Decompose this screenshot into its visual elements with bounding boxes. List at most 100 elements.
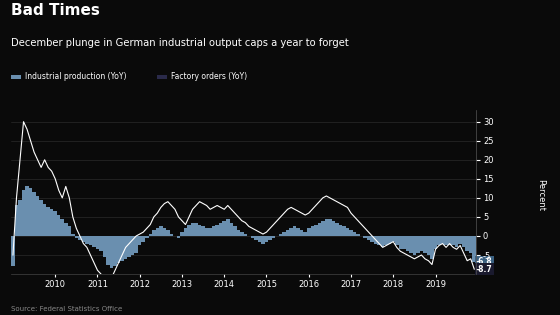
Bar	[68, 226, 71, 236]
Bar	[244, 234, 247, 236]
Bar	[258, 236, 261, 242]
Bar	[328, 219, 332, 236]
Bar	[152, 230, 156, 236]
Bar	[113, 236, 117, 266]
Bar	[451, 236, 455, 245]
Bar	[216, 225, 219, 236]
Bar	[36, 196, 39, 236]
Bar	[240, 232, 244, 236]
Bar	[46, 207, 50, 236]
Bar	[335, 223, 339, 236]
Bar	[342, 226, 346, 236]
Bar	[131, 236, 134, 255]
Bar	[170, 234, 173, 236]
Bar	[413, 236, 416, 255]
Bar	[85, 236, 88, 243]
Bar	[381, 236, 385, 247]
Bar	[53, 211, 57, 236]
Bar	[265, 236, 268, 242]
Bar	[296, 228, 300, 236]
Bar	[437, 236, 441, 245]
Bar	[409, 236, 413, 253]
Bar	[430, 236, 434, 259]
Bar	[374, 236, 377, 243]
Bar	[353, 232, 356, 236]
Bar	[349, 230, 353, 236]
Bar	[184, 228, 187, 236]
Bar	[166, 230, 170, 236]
Bar	[405, 236, 409, 251]
Bar	[346, 228, 349, 236]
Bar	[11, 236, 15, 266]
Bar	[29, 188, 32, 236]
Bar	[226, 219, 230, 236]
Text: December plunge in German industrial output caps a year to forget: December plunge in German industrial out…	[11, 38, 349, 48]
Bar	[268, 236, 272, 240]
Bar	[325, 219, 328, 236]
Bar	[332, 221, 335, 236]
Bar	[156, 228, 159, 236]
Bar	[388, 236, 391, 243]
Bar	[138, 236, 142, 245]
Bar	[363, 236, 367, 238]
Bar	[462, 236, 465, 247]
Bar	[148, 234, 152, 236]
Bar	[367, 236, 370, 240]
Text: Source: Federal Statistics Office: Source: Federal Statistics Office	[11, 306, 123, 312]
Bar	[180, 232, 184, 236]
Bar	[314, 225, 318, 236]
Text: -8.7: -8.7	[476, 265, 493, 274]
Bar	[205, 228, 208, 236]
Bar	[25, 186, 29, 236]
Bar	[142, 236, 145, 242]
Bar	[423, 236, 427, 253]
Bar	[465, 236, 469, 251]
Bar	[455, 236, 459, 247]
Bar	[117, 236, 120, 263]
Bar	[106, 236, 110, 265]
Bar	[222, 221, 226, 236]
Bar	[39, 200, 43, 236]
Bar	[120, 236, 124, 261]
Bar	[191, 223, 194, 236]
Bar	[18, 200, 22, 236]
Bar	[282, 232, 286, 236]
Bar	[202, 226, 205, 236]
Bar	[50, 209, 53, 236]
Bar	[272, 236, 276, 238]
Bar	[416, 236, 419, 253]
Bar	[128, 236, 131, 257]
Bar	[102, 236, 106, 257]
Text: -6.8: -6.8	[476, 257, 493, 266]
Bar	[99, 236, 102, 251]
Bar	[177, 236, 180, 238]
Text: Industrial production (YoY): Industrial production (YoY)	[25, 72, 127, 81]
Text: Percent: Percent	[536, 179, 545, 211]
Bar	[444, 236, 448, 245]
Bar	[279, 234, 282, 236]
Bar	[96, 236, 99, 249]
Bar	[473, 236, 476, 262]
Bar	[318, 223, 321, 236]
Bar	[448, 236, 451, 245]
Bar	[254, 236, 258, 240]
Bar	[219, 223, 222, 236]
Bar	[395, 236, 399, 245]
Bar	[43, 203, 46, 236]
Bar	[57, 215, 60, 236]
Bar	[78, 236, 82, 240]
Bar	[419, 236, 423, 251]
Bar	[74, 236, 78, 238]
Bar	[64, 223, 68, 236]
Bar	[304, 232, 307, 236]
Bar	[307, 228, 310, 236]
Bar	[459, 236, 462, 243]
Bar	[434, 236, 437, 249]
Bar	[293, 226, 296, 236]
Bar	[236, 230, 240, 236]
Bar	[321, 221, 325, 236]
Bar	[370, 236, 374, 242]
Bar	[391, 236, 395, 242]
Bar	[208, 228, 212, 236]
Bar	[310, 226, 314, 236]
